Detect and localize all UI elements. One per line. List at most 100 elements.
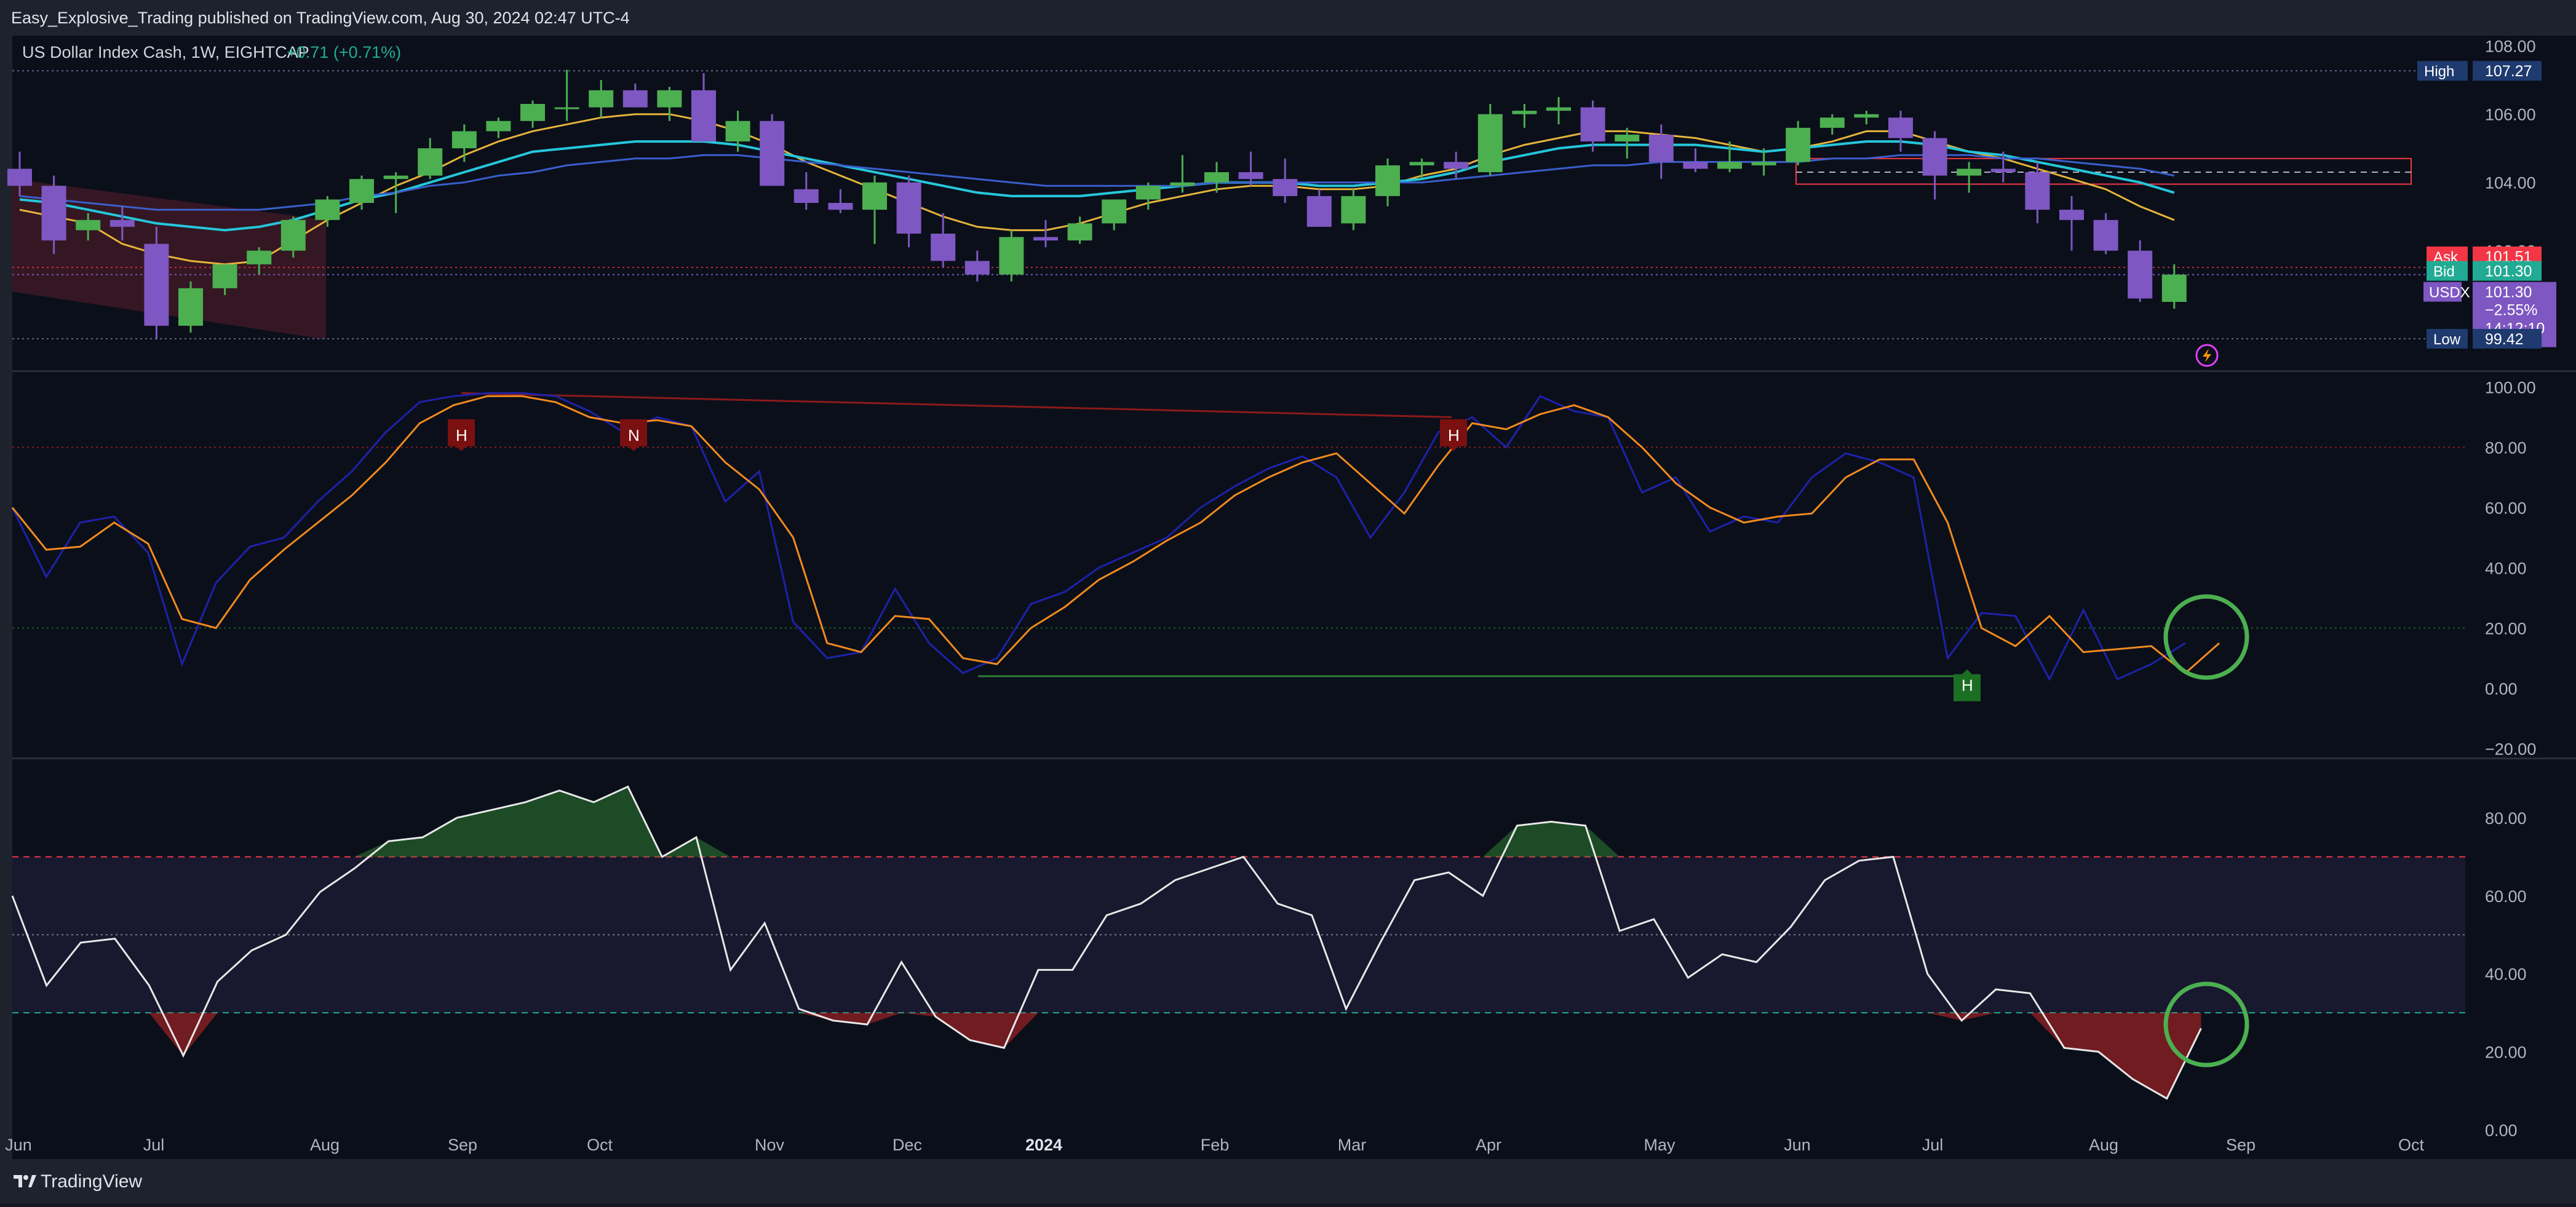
candle-body bbox=[1033, 237, 1058, 241]
rsi-axis-tick: 0.00 bbox=[2485, 1121, 2518, 1139]
time-axis-tick: Aug bbox=[2089, 1136, 2118, 1154]
price-value: 99.42 bbox=[2485, 331, 2524, 348]
flash-alert-bolt bbox=[2203, 349, 2211, 362]
candle-body bbox=[144, 243, 169, 326]
candle-body bbox=[760, 121, 785, 186]
candle-body bbox=[657, 90, 682, 108]
divergence-marker-label: H bbox=[1962, 676, 1973, 694]
candle-body bbox=[1580, 107, 1605, 142]
price-axis-tick: 106.00 bbox=[2485, 106, 2536, 124]
left-gutter bbox=[0, 36, 12, 1159]
candle-body bbox=[1683, 162, 1708, 169]
divergence-marker bbox=[1440, 419, 1467, 451]
highlight-circle bbox=[2163, 981, 2249, 1067]
price-tag-label-bg bbox=[2417, 61, 2468, 81]
candle-body bbox=[1922, 138, 1947, 176]
candle-body bbox=[349, 179, 374, 203]
stoch-axis-tick: 100.00 bbox=[2485, 378, 2536, 397]
moving-average-line bbox=[19, 154, 2175, 211]
candle-body bbox=[1615, 134, 1640, 142]
time-axis-tick: Jun bbox=[5, 1136, 32, 1154]
price-change: +0.71 (+0.71%) bbox=[287, 43, 401, 61]
candle-body bbox=[1648, 134, 1674, 162]
rsi-axis-tick: 80.00 bbox=[2485, 809, 2527, 828]
candle-body bbox=[2059, 210, 2084, 220]
stoch-axis-tick: 40.00 bbox=[2485, 559, 2527, 577]
candle-body bbox=[1751, 162, 1776, 165]
candle-body bbox=[1273, 179, 1298, 196]
candle-body bbox=[1102, 199, 1127, 224]
candle-body bbox=[418, 148, 443, 176]
stoch-axis-tick: 80.00 bbox=[2485, 438, 2527, 457]
stoch-axis-tick: 0.00 bbox=[2485, 679, 2518, 698]
candle-body bbox=[1444, 162, 1469, 169]
price-value-box bbox=[2473, 261, 2542, 281]
candle-body bbox=[1888, 117, 1913, 138]
time-axis-tick: Sep bbox=[2226, 1136, 2256, 1154]
candle-body bbox=[1306, 196, 1332, 227]
time-axis-tick: Jul bbox=[143, 1136, 165, 1154]
time-axis-tick: Oct bbox=[2398, 1136, 2425, 1154]
candle-body bbox=[247, 250, 272, 264]
candle-body bbox=[212, 264, 237, 288]
candle-body bbox=[1546, 107, 1571, 111]
price-tag-label: High bbox=[2424, 63, 2454, 80]
time-axis-tick: Dec bbox=[892, 1136, 922, 1154]
last-price-change: −2.55% bbox=[2485, 302, 2538, 319]
price-value: 107.27 bbox=[2485, 63, 2532, 80]
candle-body bbox=[725, 121, 750, 142]
candle-body bbox=[931, 233, 956, 261]
candle-body bbox=[1854, 114, 1879, 118]
candle-body bbox=[1477, 114, 1503, 173]
candle-body bbox=[2128, 250, 2153, 299]
highlight-circle bbox=[2163, 594, 2249, 680]
candle-body bbox=[178, 288, 203, 326]
symbol-title: US Dollar Index Cash, 1W, EIGHTCAP bbox=[22, 43, 309, 61]
flash-alert-ring bbox=[2195, 344, 2219, 367]
bearish-divergence-line bbox=[461, 392, 1452, 418]
rsi-overbought-fill bbox=[354, 786, 1620, 857]
candle-body bbox=[1135, 186, 1161, 200]
candle-body bbox=[1786, 127, 1811, 162]
stoch-axis-tick: −20.00 bbox=[2485, 740, 2536, 758]
candle-body bbox=[1204, 172, 1229, 183]
time-axis-tick: Aug bbox=[310, 1136, 340, 1154]
price-axis-tick: 108.00 bbox=[2485, 38, 2536, 56]
stoch-k-line bbox=[11, 392, 2186, 681]
divergence-marker-label: H bbox=[1448, 426, 1460, 445]
resistance-zone-box bbox=[1795, 157, 2412, 185]
candle-body bbox=[554, 107, 579, 109]
candle-body bbox=[1819, 117, 1845, 128]
candle-body bbox=[862, 182, 887, 210]
price-tag-label-bg bbox=[2423, 282, 2462, 302]
price-tag-label: Low bbox=[2433, 331, 2461, 348]
plot-area bbox=[12, 36, 2465, 1159]
divergence-marker-label: N bbox=[628, 426, 640, 445]
flash-alert-icon bbox=[2195, 344, 2219, 367]
falling-wedge-zone bbox=[12, 179, 326, 340]
publisher-bar: Easy_Explosive_Trading published on Trad… bbox=[0, 0, 2576, 36]
time-axis-tick: Apr bbox=[1476, 1136, 1501, 1154]
divergence-marker bbox=[448, 419, 475, 451]
candle-body bbox=[2161, 274, 2187, 302]
rsi-axis-tick: 40.00 bbox=[2485, 965, 2527, 984]
candle-body bbox=[691, 90, 716, 142]
rsi-line bbox=[11, 785, 2202, 1100]
divergence-marker bbox=[620, 419, 647, 451]
last-price-value: 101.30 bbox=[2485, 284, 2532, 301]
stoch-axis-tick: 60.00 bbox=[2485, 499, 2527, 517]
time-axis-tick: 2024 bbox=[1025, 1136, 1062, 1154]
candle-body bbox=[76, 220, 101, 231]
candle-body bbox=[1409, 162, 1434, 165]
candle-body bbox=[1717, 162, 1742, 169]
stoch-axis-tick: 20.00 bbox=[2485, 619, 2527, 638]
time-axis-tick: Feb bbox=[1201, 1136, 1230, 1154]
candle-body bbox=[1341, 196, 1366, 224]
price-tag-label: USDX bbox=[2429, 285, 2470, 301]
divergence-marker-label: H bbox=[456, 426, 467, 445]
candle-body bbox=[383, 175, 408, 180]
time-axis-tick: Jun bbox=[1784, 1136, 1811, 1154]
candle-body bbox=[2093, 220, 2118, 251]
